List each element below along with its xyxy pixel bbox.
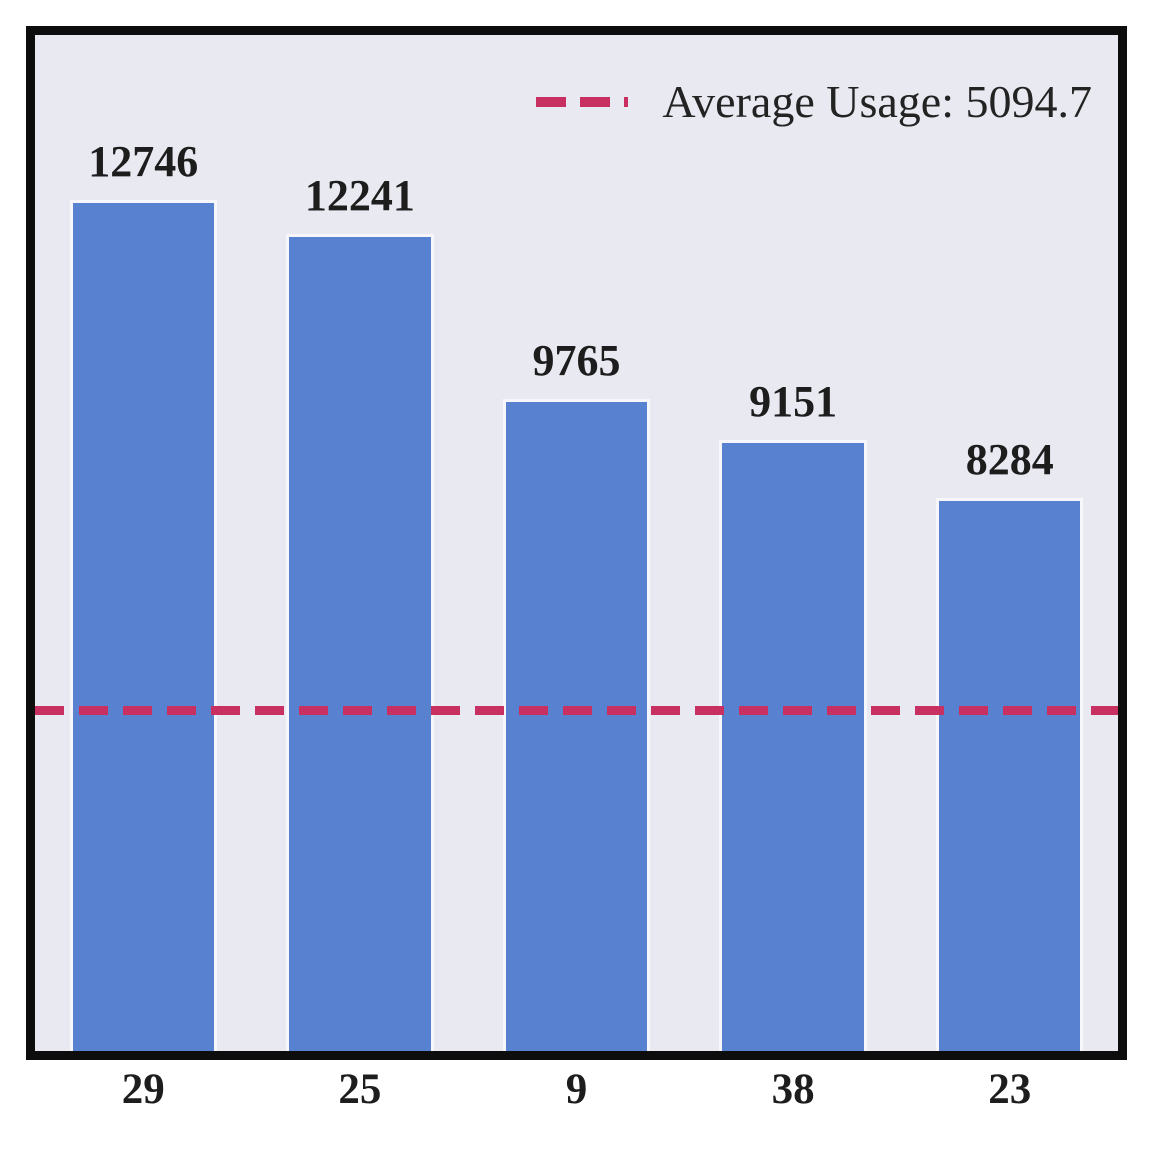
bar — [286, 234, 434, 1051]
bar — [936, 498, 1084, 1051]
bar-value-label: 8284 — [965, 435, 1054, 484]
legend: Average Usage: 5094.7 — [536, 79, 1092, 125]
x-tick-label: 25 — [338, 1066, 382, 1113]
x-tick-label: 23 — [988, 1066, 1032, 1113]
x-axis-ticks: 29 25 9 38 23 — [35, 1068, 1118, 1128]
bar — [69, 200, 217, 1051]
bar-value-label: 9151 — [749, 377, 838, 426]
average-line — [35, 706, 1118, 715]
bar-value-label: 12241 — [304, 171, 415, 220]
bar-value-label: 9765 — [532, 336, 621, 385]
x-tick-label: 29 — [121, 1066, 165, 1113]
bar-value-label: 12746 — [88, 137, 199, 186]
bar-chart: Average Usage: 5094.7 12746 12241 9765 9151… — [26, 26, 1127, 1060]
dashed-line-icon — [536, 97, 629, 107]
x-tick-label: 38 — [771, 1066, 815, 1113]
bar — [719, 440, 867, 1051]
bar — [502, 399, 651, 1051]
plot-area: Average Usage: 5094.7 12746 12241 9765 9151… — [35, 35, 1118, 1051]
legend-label: Average Usage: 5094.7 — [662, 76, 1092, 127]
x-tick-label: 9 — [565, 1066, 588, 1113]
